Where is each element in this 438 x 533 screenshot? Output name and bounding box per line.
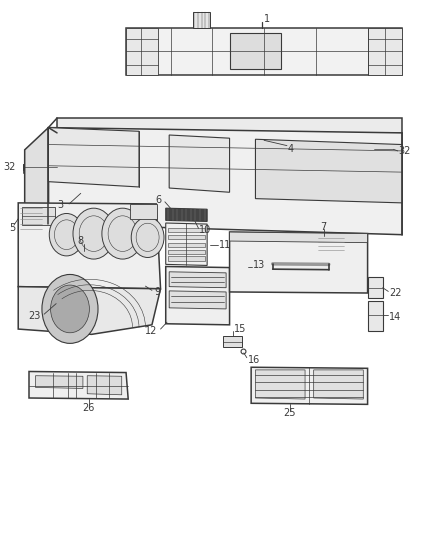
Polygon shape xyxy=(230,232,367,243)
Text: 4: 4 xyxy=(288,144,294,154)
Polygon shape xyxy=(367,277,383,298)
Polygon shape xyxy=(374,144,393,154)
Polygon shape xyxy=(49,127,139,187)
Polygon shape xyxy=(230,33,281,69)
Circle shape xyxy=(50,285,89,333)
Polygon shape xyxy=(25,127,49,243)
Polygon shape xyxy=(168,256,205,261)
Polygon shape xyxy=(131,204,157,219)
Polygon shape xyxy=(166,208,207,221)
Text: 1: 1 xyxy=(264,14,270,25)
Text: 25: 25 xyxy=(283,408,295,418)
Polygon shape xyxy=(251,367,367,405)
Text: 8: 8 xyxy=(78,236,84,246)
Polygon shape xyxy=(126,28,159,75)
Text: 6: 6 xyxy=(155,195,162,205)
Circle shape xyxy=(49,214,84,256)
Polygon shape xyxy=(316,236,346,252)
Circle shape xyxy=(131,217,164,257)
Polygon shape xyxy=(166,223,207,265)
Text: 16: 16 xyxy=(247,355,260,365)
Text: 12: 12 xyxy=(145,326,157,336)
Text: 32: 32 xyxy=(4,162,16,172)
Polygon shape xyxy=(57,118,402,133)
Text: 14: 14 xyxy=(389,312,401,322)
Polygon shape xyxy=(169,135,230,192)
Text: 5: 5 xyxy=(10,223,16,233)
Polygon shape xyxy=(49,127,402,235)
Polygon shape xyxy=(22,164,57,170)
Polygon shape xyxy=(87,376,122,395)
Polygon shape xyxy=(21,207,55,225)
Polygon shape xyxy=(166,266,230,325)
Text: 7: 7 xyxy=(321,222,327,232)
Polygon shape xyxy=(193,12,210,28)
Polygon shape xyxy=(168,235,205,239)
Polygon shape xyxy=(169,291,226,309)
Polygon shape xyxy=(230,232,367,293)
Text: 10: 10 xyxy=(199,225,212,236)
Text: 23: 23 xyxy=(28,311,41,321)
Text: 22: 22 xyxy=(389,288,402,298)
Circle shape xyxy=(102,208,143,259)
Polygon shape xyxy=(223,336,242,347)
Polygon shape xyxy=(367,301,383,331)
Polygon shape xyxy=(18,203,161,289)
Polygon shape xyxy=(168,243,205,247)
Polygon shape xyxy=(18,206,44,232)
Polygon shape xyxy=(255,370,305,399)
Polygon shape xyxy=(314,370,363,399)
Text: 11: 11 xyxy=(219,240,231,251)
Polygon shape xyxy=(126,28,402,75)
Text: 13: 13 xyxy=(253,261,265,270)
Polygon shape xyxy=(29,372,128,399)
Text: 15: 15 xyxy=(234,324,246,334)
Polygon shape xyxy=(18,287,161,334)
Polygon shape xyxy=(367,28,402,75)
Polygon shape xyxy=(35,376,83,389)
Circle shape xyxy=(42,274,98,343)
Circle shape xyxy=(73,208,114,259)
Text: 32: 32 xyxy=(399,146,411,156)
Text: 26: 26 xyxy=(82,402,95,413)
Polygon shape xyxy=(169,272,226,288)
Polygon shape xyxy=(255,139,402,203)
Text: 9: 9 xyxy=(154,287,160,297)
Polygon shape xyxy=(168,228,205,232)
Polygon shape xyxy=(168,250,205,254)
Text: 3: 3 xyxy=(57,200,64,210)
